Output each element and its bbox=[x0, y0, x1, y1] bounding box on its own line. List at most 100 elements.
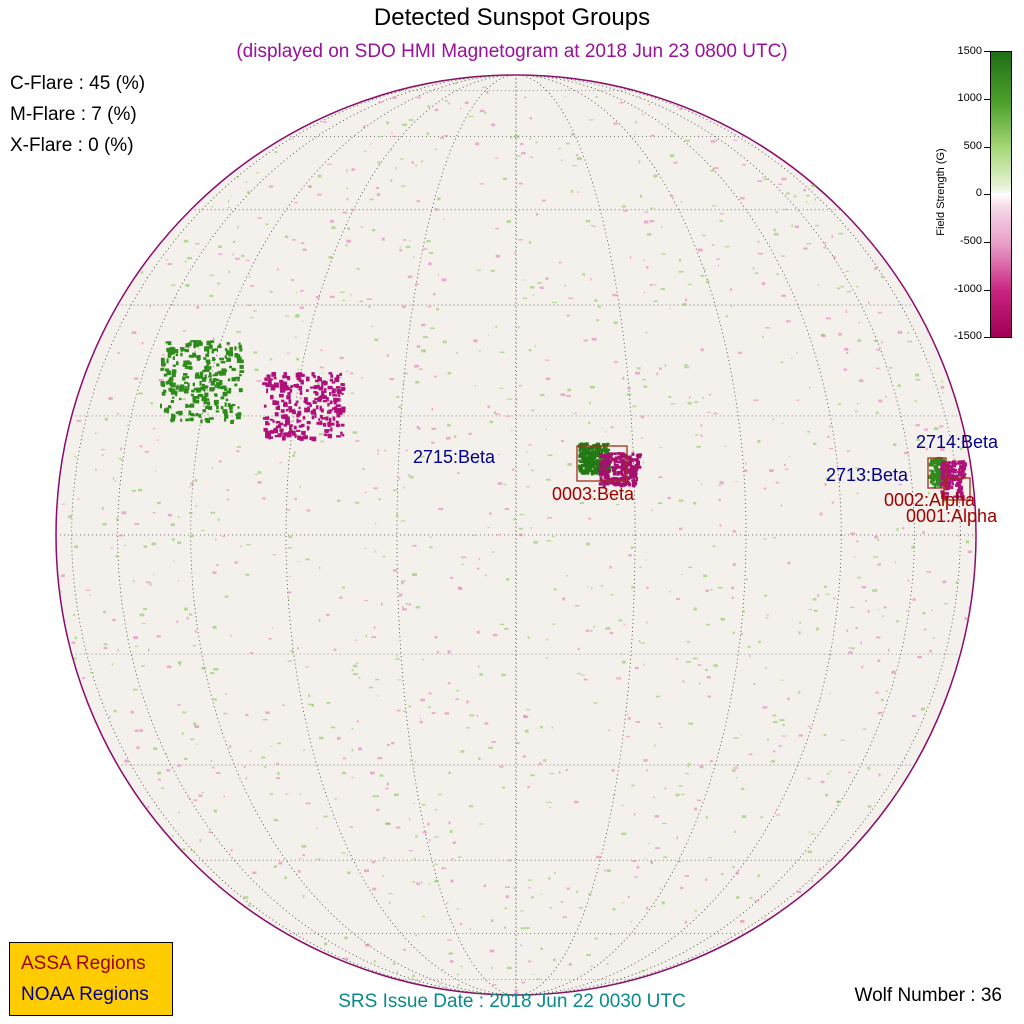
field-speckle bbox=[717, 586, 723, 589]
field-speckle bbox=[567, 388, 571, 392]
field-speckle bbox=[227, 498, 229, 501]
active-region-pixel bbox=[262, 382, 268, 386]
field-speckle bbox=[371, 860, 376, 864]
active-region-pixel bbox=[340, 383, 345, 387]
field-speckle bbox=[133, 636, 139, 639]
active-region-pixel bbox=[328, 417, 332, 423]
active-region-pixel bbox=[327, 433, 332, 439]
active-region-pixel bbox=[336, 413, 341, 418]
field-speckle bbox=[460, 750, 465, 753]
active-region-pixel bbox=[176, 361, 179, 366]
field-speckle bbox=[749, 896, 753, 899]
field-speckle bbox=[753, 683, 756, 685]
field-speckle bbox=[547, 517, 552, 519]
field-speckle bbox=[907, 340, 913, 343]
active-region-pixel bbox=[603, 475, 608, 480]
field-speckle bbox=[684, 366, 690, 369]
field-speckle bbox=[643, 663, 645, 666]
field-speckle bbox=[828, 653, 833, 655]
field-speckle bbox=[386, 782, 389, 786]
field-speckle bbox=[876, 636, 881, 639]
field-speckle bbox=[874, 535, 878, 539]
active-region-pixel bbox=[631, 479, 636, 482]
field-speckle bbox=[733, 767, 739, 769]
field-speckle bbox=[392, 962, 396, 965]
field-speckle bbox=[400, 520, 406, 522]
field-speckle bbox=[449, 960, 454, 963]
field-speckle bbox=[579, 502, 585, 505]
field-speckle bbox=[819, 512, 823, 516]
active-region-pixel bbox=[611, 479, 616, 485]
field-speckle bbox=[316, 827, 318, 830]
field-speckle bbox=[382, 875, 384, 877]
field-speckle bbox=[431, 427, 437, 430]
field-speckle bbox=[124, 759, 129, 763]
field-speckle bbox=[710, 140, 716, 143]
field-speckle bbox=[877, 311, 882, 314]
field-speckle bbox=[661, 901, 665, 905]
field-speckle bbox=[943, 500, 948, 504]
field-speckle bbox=[524, 96, 527, 99]
field-speckle bbox=[453, 435, 457, 439]
field-speckle bbox=[85, 589, 91, 591]
wolf-number: Wolf Number : 36 bbox=[854, 985, 1002, 1006]
field-speckle bbox=[504, 508, 510, 511]
field-speckle bbox=[562, 597, 566, 601]
field-speckle bbox=[270, 745, 273, 748]
active-region-pixel bbox=[590, 471, 594, 476]
active-region-pixel bbox=[961, 465, 967, 471]
field-speckle bbox=[275, 777, 281, 780]
field-speckle bbox=[678, 527, 683, 530]
field-speckle bbox=[682, 680, 685, 683]
field-speckle bbox=[153, 747, 158, 751]
field-speckle bbox=[530, 774, 535, 777]
field-speckle bbox=[434, 863, 438, 865]
field-speckle bbox=[277, 742, 281, 745]
field-speckle bbox=[210, 511, 216, 514]
field-speckle bbox=[395, 658, 400, 660]
field-speckle bbox=[432, 293, 436, 296]
active-region-pixel bbox=[589, 445, 593, 449]
active-region-pixel bbox=[279, 379, 284, 384]
active-region-pixel bbox=[327, 421, 331, 427]
field-speckle bbox=[575, 154, 579, 157]
field-speckle bbox=[457, 586, 462, 590]
field-speckle bbox=[419, 720, 423, 724]
active-region-pixel bbox=[226, 342, 230, 345]
field-speckle bbox=[182, 330, 186, 332]
active-region-pixel bbox=[587, 452, 593, 458]
field-speckle bbox=[923, 628, 927, 631]
field-speckle bbox=[89, 594, 92, 596]
field-speckle bbox=[636, 865, 640, 869]
field-speckle bbox=[115, 555, 120, 558]
active-region-pixel bbox=[613, 452, 617, 456]
field-speckle bbox=[877, 563, 881, 566]
field-speckle bbox=[478, 350, 481, 353]
field-speckle bbox=[741, 632, 743, 635]
active-region-pixel bbox=[277, 424, 282, 429]
field-speckle bbox=[531, 469, 534, 472]
active-region-pixel bbox=[266, 422, 270, 426]
field-speckle bbox=[860, 641, 862, 645]
active-region-pixel bbox=[625, 462, 631, 466]
active-region-pixel bbox=[238, 342, 241, 345]
active-region-pixel bbox=[206, 401, 211, 406]
field-speckle bbox=[447, 102, 450, 105]
field-speckle bbox=[412, 974, 415, 978]
field-speckle bbox=[402, 606, 404, 609]
field-speckle bbox=[846, 351, 849, 355]
field-speckle bbox=[156, 439, 159, 441]
field-speckle bbox=[520, 142, 524, 146]
x-flare-probability: X-Flare : 0 (%) bbox=[10, 135, 134, 156]
field-speckle bbox=[426, 240, 431, 243]
active-region-pixel bbox=[264, 377, 269, 381]
active-region-pixel bbox=[322, 422, 327, 427]
active-region-pixel bbox=[188, 342, 192, 347]
field-speckle bbox=[609, 631, 614, 635]
field-speckle bbox=[513, 518, 516, 521]
field-speckle bbox=[564, 96, 566, 98]
field-speckle bbox=[613, 321, 618, 325]
field-speckle bbox=[568, 963, 572, 966]
field-speckle bbox=[317, 174, 322, 178]
field-speckle bbox=[823, 734, 827, 736]
